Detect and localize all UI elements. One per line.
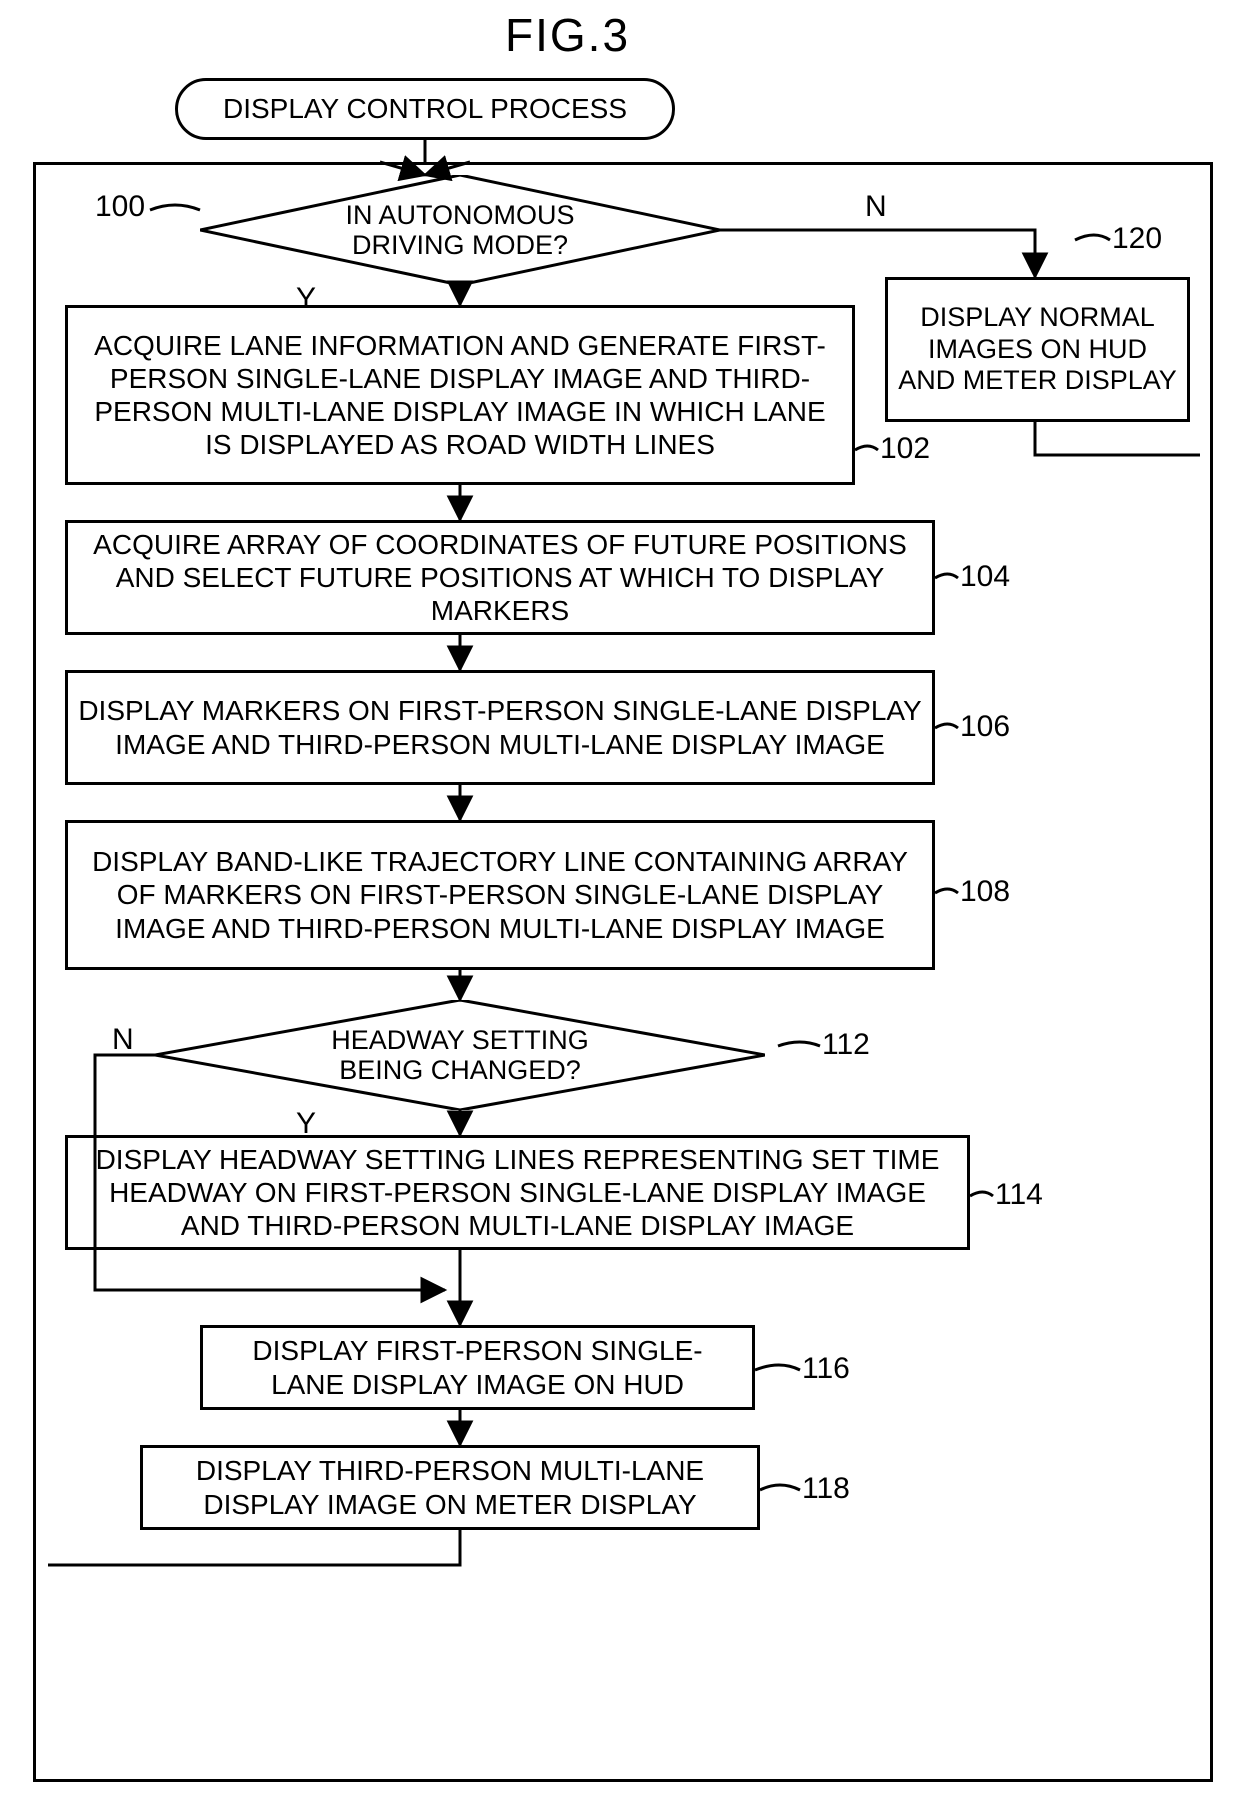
terminator-start: DISPLAY CONTROL PROCESS (175, 78, 675, 140)
process-118: DISPLAY THIRD-PERSON MULTI-LANE DISPLAY … (140, 1445, 760, 1530)
process-114: DISPLAY HEADWAY SETTING LINES REPRESENTI… (65, 1135, 970, 1250)
process-108-text: DISPLAY BAND-LIKE TRAJECTORY LINE CONTAI… (78, 845, 922, 944)
ref-104: 104 (960, 560, 1010, 594)
process-118-text: DISPLAY THIRD-PERSON MULTI-LANE DISPLAY … (153, 1454, 747, 1520)
flowchart-canvas: FIG.3 DISPLAY CONTROL PROCESS IN AUTONOM… (0, 0, 1240, 1802)
process-104: ACQUIRE ARRAY OF COORDINATES OF FUTURE P… (65, 520, 935, 635)
process-102-text: ACQUIRE LANE INFORMATION AND GENERATE FI… (78, 329, 842, 461)
d100-y-label: Y (296, 282, 316, 316)
process-106-text: DISPLAY MARKERS ON FIRST-PERSON SINGLE-L… (78, 694, 922, 760)
decision-100: IN AUTONOMOUS DRIVING MODE? (200, 175, 720, 285)
process-108: DISPLAY BAND-LIKE TRAJECTORY LINE CONTAI… (65, 820, 935, 970)
ref-118: 118 (802, 1472, 850, 1506)
terminator-label: DISPLAY CONTROL PROCESS (223, 93, 627, 125)
ref-102: 102 (880, 432, 930, 466)
ref-116: 116 (802, 1352, 850, 1386)
process-120: DISPLAY NORMAL IMAGES ON HUD AND METER D… (885, 277, 1190, 422)
figure-title: FIG.3 (505, 8, 630, 62)
ref-108: 108 (960, 875, 1010, 909)
decision-112-text: HEADWAY SETTING BEING CHANGED? (155, 1000, 765, 1110)
process-102: ACQUIRE LANE INFORMATION AND GENERATE FI… (65, 305, 855, 485)
ref-100: 100 (95, 190, 145, 224)
ref-112: 112 (822, 1028, 870, 1062)
process-116: DISPLAY FIRST-PERSON SINGLE- LANE DISPLA… (200, 1325, 755, 1410)
ref-114: 114 (995, 1178, 1043, 1212)
decision-100-text: IN AUTONOMOUS DRIVING MODE? (200, 175, 720, 285)
ref-106: 106 (960, 710, 1010, 744)
d100-n-label: N (865, 190, 887, 224)
process-104-text: ACQUIRE ARRAY OF COORDINATES OF FUTURE P… (78, 528, 922, 627)
ref-120: 120 (1112, 222, 1162, 256)
process-114-text: DISPLAY HEADWAY SETTING LINES REPRESENTI… (78, 1143, 957, 1242)
process-106: DISPLAY MARKERS ON FIRST-PERSON SINGLE-L… (65, 670, 935, 785)
d112-n-label: N (112, 1023, 134, 1057)
process-116-text: DISPLAY FIRST-PERSON SINGLE- LANE DISPLA… (252, 1334, 702, 1400)
process-120-text: DISPLAY NORMAL IMAGES ON HUD AND METER D… (898, 302, 1177, 398)
decision-112: HEADWAY SETTING BEING CHANGED? (155, 1000, 765, 1110)
d112-y-label: Y (296, 1107, 316, 1141)
